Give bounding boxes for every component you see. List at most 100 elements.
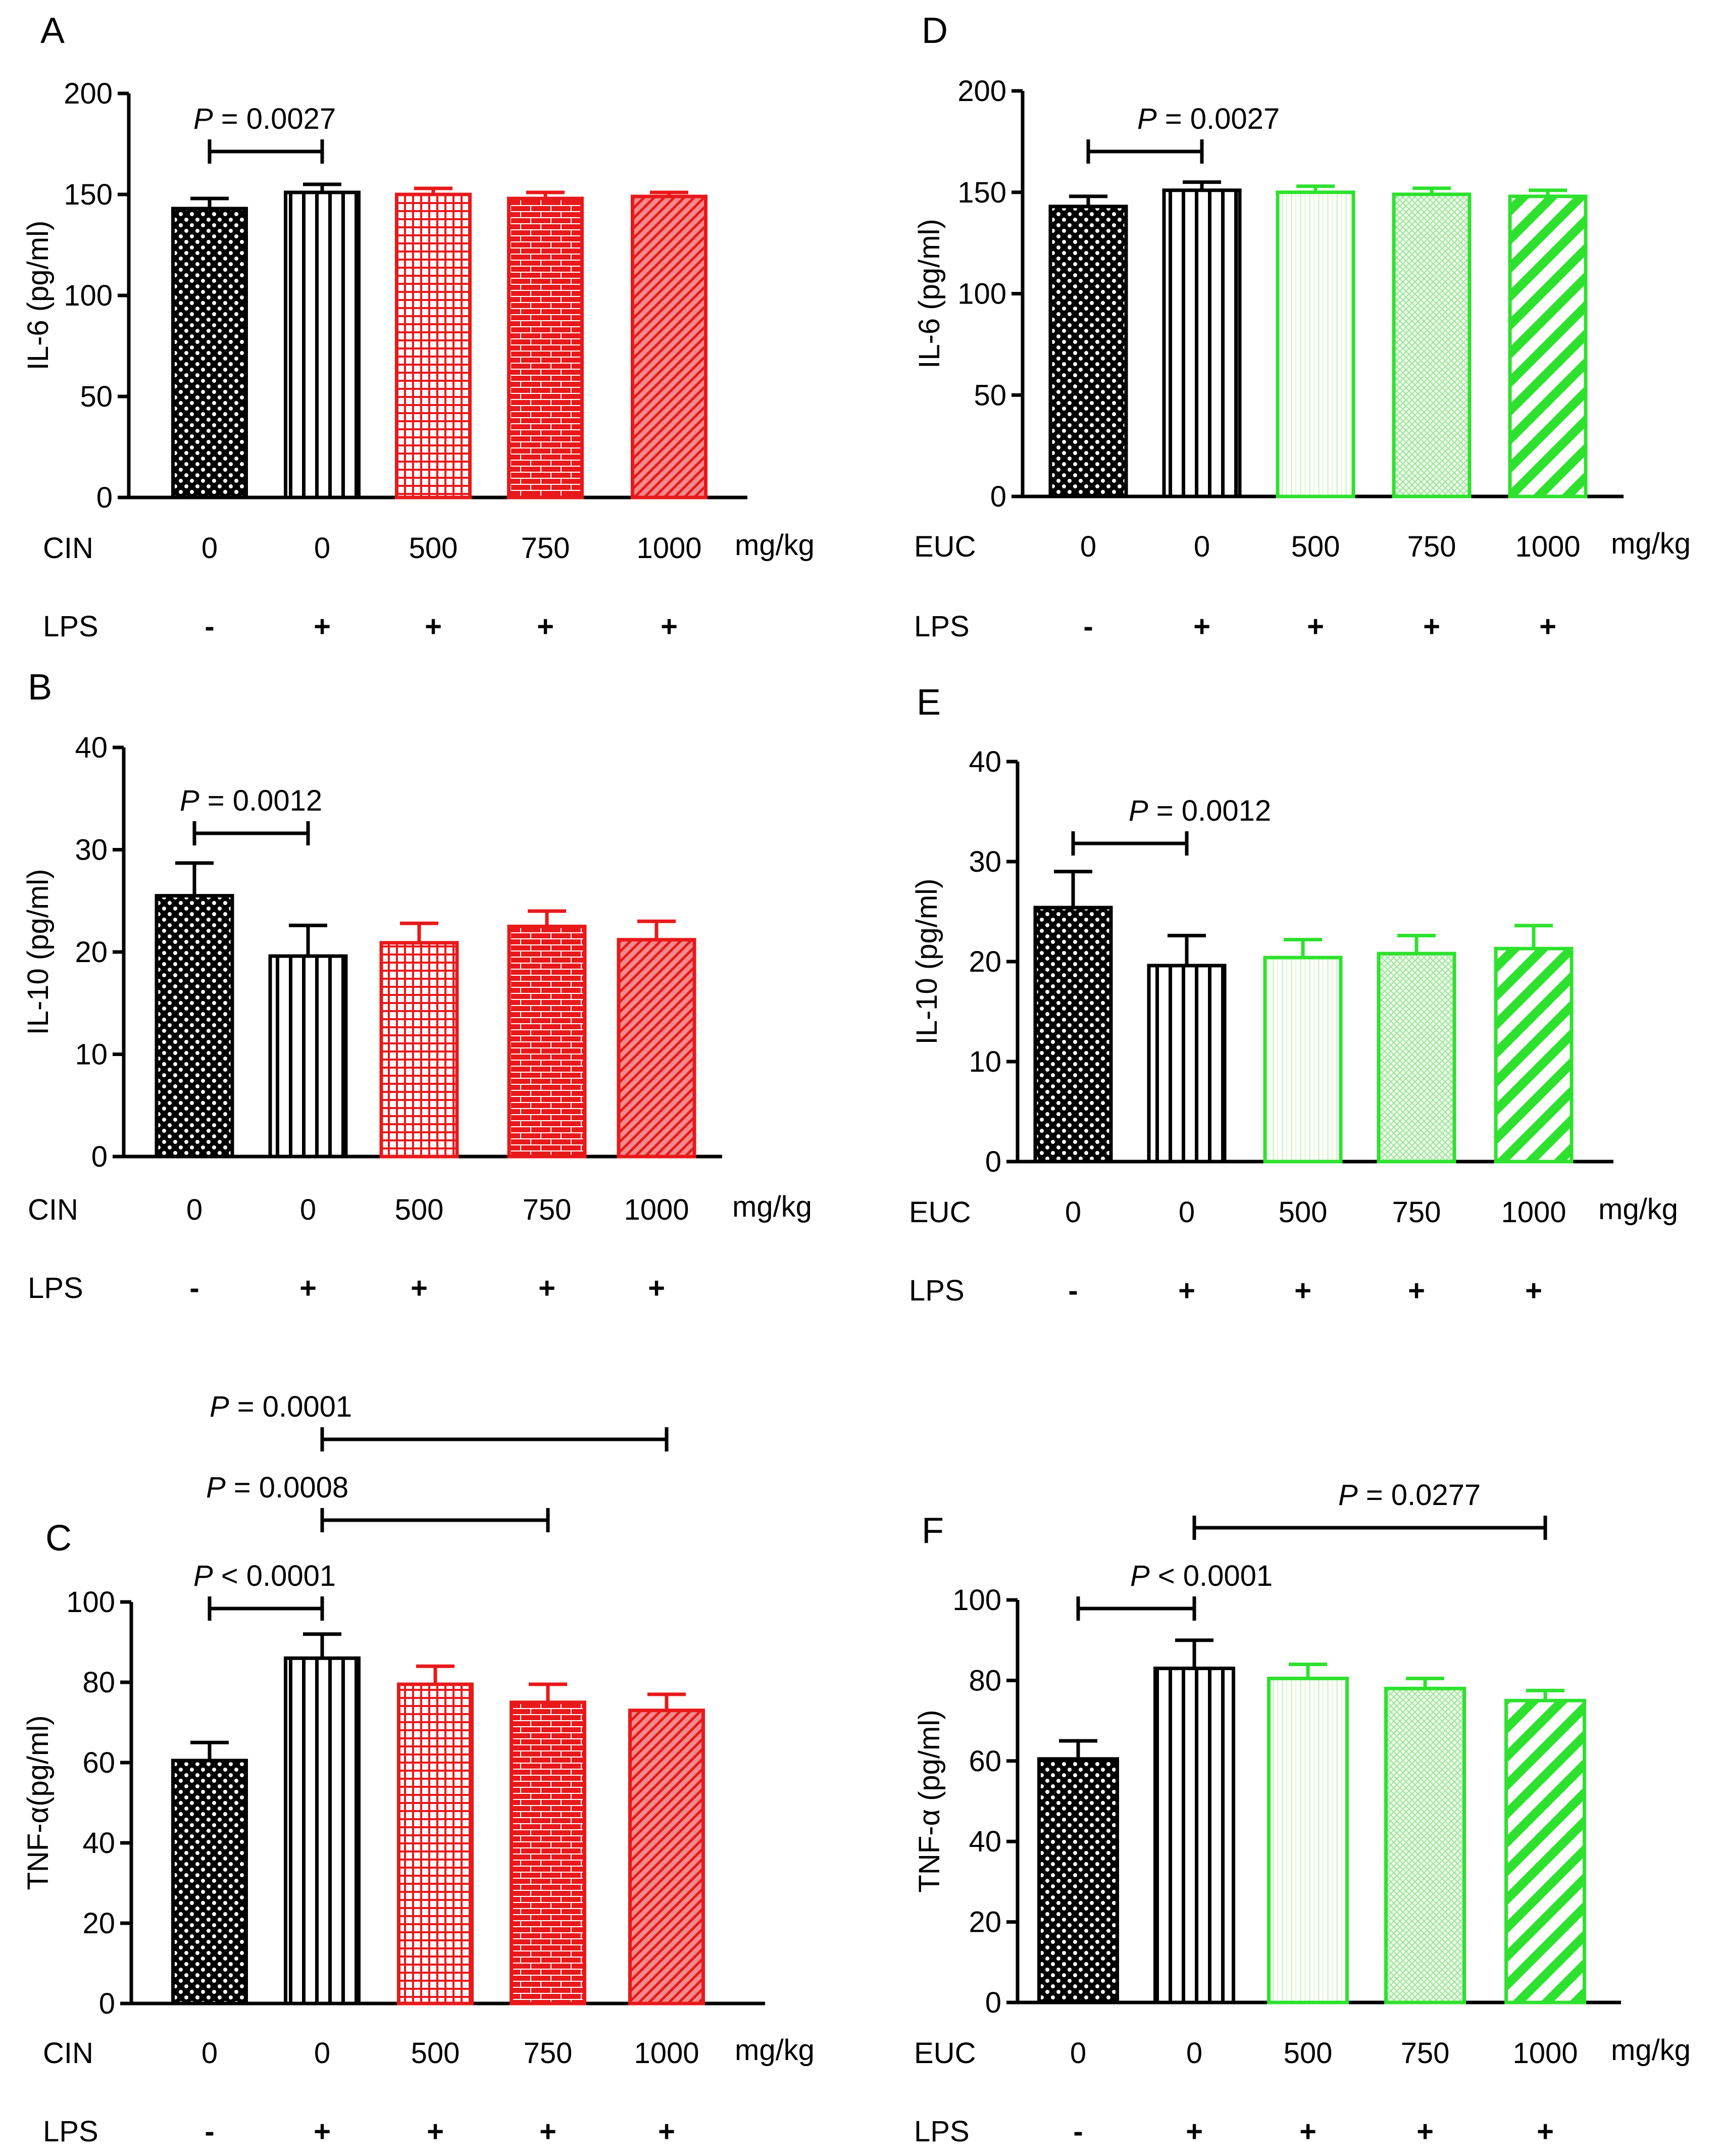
dose-label: 1000: [1501, 1196, 1566, 1229]
panel-letter: D: [922, 11, 948, 51]
bar: [1377, 951, 1456, 1164]
y-tick-label: 40: [969, 1825, 1001, 1858]
bar: [171, 1759, 248, 2005]
bar: [507, 924, 587, 1159]
lps-sign: -: [1073, 2115, 1083, 2148]
p-value-symbol: P: [193, 103, 213, 135]
dose-label: 500: [409, 532, 458, 565]
dose-label: 0: [1179, 1196, 1195, 1229]
y-tick-label: 0: [99, 1987, 115, 2020]
dose-label: 0: [201, 532, 218, 565]
bar: [1392, 192, 1472, 498]
y-tick-label: 20: [969, 1906, 1001, 1939]
treatment-label: EUC: [909, 1196, 971, 1229]
y-axis-title: TNF-α(pg/ml): [22, 1715, 55, 1890]
p-value-symbol: P: [1137, 103, 1157, 135]
panel-letter: F: [922, 1511, 944, 1551]
dose-label: 0: [314, 2037, 330, 2070]
panel-letter: C: [45, 1518, 72, 1559]
lps-sign: +: [425, 610, 442, 643]
dose-label: 0: [201, 2037, 218, 2070]
dose-label: 0: [1065, 1196, 1081, 1229]
lps-sign: +: [1423, 610, 1440, 643]
dose-label: 750: [1401, 2037, 1450, 2070]
unit-label: mg/kg: [732, 1190, 812, 1223]
y-tick-label: 30: [75, 834, 108, 867]
y-axis-title: IL-6 (pg/ml): [913, 219, 946, 369]
panel-letter: E: [917, 682, 941, 723]
dose-label: 500: [411, 2037, 460, 2070]
y-tick-label: 200: [64, 77, 113, 110]
dose-label: 0: [314, 532, 330, 565]
lps-label: LPS: [28, 1272, 83, 1305]
p-value-label: P < 0.0001: [193, 1560, 336, 1592]
lps-sign: -: [1068, 1274, 1078, 1307]
bar: [631, 194, 707, 499]
bar: [1384, 1686, 1466, 2004]
bar: [397, 1682, 474, 2005]
bar: [379, 941, 459, 1159]
y-tick-label: 50: [974, 379, 1006, 412]
unit-label: mg/kg: [735, 2034, 815, 2067]
lps-sign: +: [314, 2115, 331, 2148]
lps-sign: +: [658, 2115, 675, 2148]
y-tick-label: 30: [969, 845, 1001, 878]
y-tick-label: 100: [957, 278, 1006, 311]
y-tick-label: 150: [64, 178, 113, 211]
dose-label: 750: [521, 532, 570, 565]
chart-panel-F: F 0 20 40 60 80 100 TNF-α (pg/ml) EUC 0 0 500 750 100…: [913, 1479, 1691, 2148]
unit-label: mg/kg: [1611, 527, 1691, 560]
bar: [171, 207, 248, 499]
bar: [284, 1656, 361, 2005]
bar: [1153, 1666, 1235, 2004]
y-tick-label: 80: [969, 1664, 1001, 1697]
bar: [1276, 190, 1355, 498]
lps-sign: +: [539, 2115, 557, 2148]
unit-label: mg/kg: [1598, 1193, 1678, 1226]
p-value-text: = 0.0277: [1358, 1479, 1481, 1512]
p-value-text: < 0.0001: [213, 1560, 336, 1592]
p-value-symbol: P: [206, 1471, 226, 1504]
p-value-symbol: P: [1129, 794, 1148, 827]
y-tick-label: 100: [64, 279, 113, 312]
y-tick-label: 150: [957, 176, 1006, 209]
dose-label: 750: [524, 2037, 573, 2070]
lps-sign: -: [1083, 610, 1093, 643]
bar: [1263, 956, 1343, 1164]
lps-sign: +: [1294, 1274, 1311, 1307]
p-value-label: P = 0.0012: [180, 784, 322, 817]
dose-label: 750: [1407, 530, 1456, 563]
lps-sign: +: [661, 610, 678, 643]
dose-label: 750: [1392, 1196, 1441, 1229]
p-value-symbol: P: [193, 1560, 213, 1592]
y-tick-label: 20: [82, 1907, 115, 1940]
panel-letter: B: [28, 667, 52, 708]
lps-label: LPS: [43, 2115, 98, 2148]
lps-sign: +: [537, 610, 554, 643]
lps-sign: +: [1417, 2115, 1434, 2148]
y-axis-title: IL-10 (pg/ml): [22, 869, 55, 1035]
dose-label: 0: [300, 1193, 316, 1226]
lps-sign: -: [189, 1272, 199, 1305]
dose-label: 0: [1194, 530, 1210, 563]
lps-sign: -: [205, 2115, 214, 2148]
p-value-symbol: P: [210, 1390, 229, 1423]
bar: [507, 196, 584, 499]
treatment-label: EUC: [914, 2037, 976, 2070]
p-value-label: P < 0.0001: [1130, 1560, 1273, 1592]
panel-letter: A: [40, 11, 65, 51]
y-tick-label: 80: [82, 1666, 115, 1699]
lps-sign: +: [1408, 1274, 1425, 1307]
y-tick-label: 60: [82, 1746, 115, 1779]
p-value-text: = 0.0008: [226, 1471, 349, 1504]
dose-label: 500: [1291, 530, 1340, 563]
y-tick-label: 100: [952, 1584, 1001, 1617]
lps-sign: +: [1537, 2115, 1554, 2148]
p-value-label: P = 0.0277: [1338, 1479, 1481, 1512]
y-tick-label: 200: [957, 75, 1006, 108]
p-value-label: P = 0.0012: [1129, 794, 1271, 827]
lps-label: LPS: [43, 610, 98, 643]
treatment-label: CIN: [43, 532, 93, 565]
